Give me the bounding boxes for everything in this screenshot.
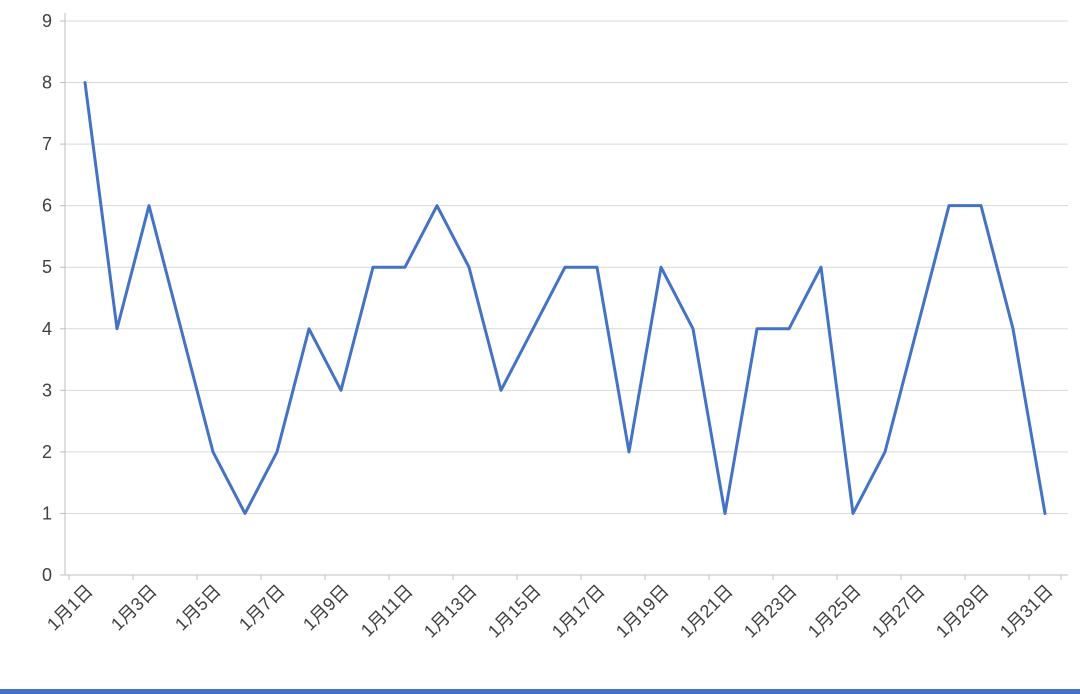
x-axis-label-group: 1月1日	[43, 581, 97, 635]
x-axis-label-group: 1月21日	[676, 581, 737, 642]
x-axis-label-17: 1月17日	[548, 581, 609, 642]
x-axis-label-29: 1月29日	[932, 581, 993, 642]
x-axis-label-group: 1月31日	[996, 581, 1057, 642]
x-axis-label-23: 1月23日	[740, 581, 801, 642]
x-axis-label-15: 1月15日	[484, 581, 545, 642]
x-axis-label-group: 1月15日	[484, 581, 545, 642]
x-axis-label-group: 1月29日	[932, 581, 993, 642]
x-axis-label-group: 1月11日	[357, 581, 417, 641]
x-axis-label-group: 1月25日	[804, 581, 865, 642]
x-axis-label-25: 1月25日	[804, 581, 865, 642]
y-axis-label-0: 0	[42, 565, 52, 585]
x-axis-label-7: 1月7日	[235, 581, 289, 635]
x-axis-label-5: 1月5日	[171, 581, 225, 635]
y-axis-label-8: 8	[42, 73, 52, 93]
x-axis-label-group: 1月17日	[548, 581, 609, 642]
x-axis-label-11: 1月11日	[357, 581, 417, 641]
bottom-accent-bar	[0, 689, 1080, 694]
x-axis-label-31: 1月31日	[996, 581, 1057, 642]
x-axis-label-1: 1月1日	[43, 581, 97, 635]
x-axis-label-27: 1月27日	[868, 581, 929, 642]
x-axis-label-13: 1月13日	[420, 581, 481, 642]
x-axis-label-group: 1月19日	[612, 581, 673, 642]
x-axis-label-group: 1月3日	[107, 581, 161, 635]
x-axis-label-group: 1月9日	[299, 581, 353, 635]
x-axis-label-group: 1月5日	[171, 581, 225, 635]
y-axis-label-4: 4	[42, 319, 52, 339]
x-axis-label-group: 1月7日	[235, 581, 289, 635]
y-axis-label-2: 2	[42, 442, 52, 462]
y-axis-label-1: 1	[42, 503, 52, 523]
series-line	[83, 81, 1047, 515]
y-axis-label-3: 3	[42, 380, 52, 400]
y-axis-label-9: 9	[42, 11, 52, 31]
x-axis-label-21: 1月21日	[676, 581, 737, 642]
x-axis-label-group: 1月27日	[868, 581, 929, 642]
x-axis-label-group: 1月23日	[740, 581, 801, 642]
x-axis-label-9: 1月9日	[299, 581, 353, 635]
y-axis-label-6: 6	[42, 196, 52, 216]
x-axis-label-19: 1月19日	[612, 581, 673, 642]
x-axis-label-3: 1月3日	[107, 581, 161, 635]
x-axis-label-group: 1月13日	[420, 581, 481, 642]
y-axis-label-5: 5	[42, 257, 52, 277]
y-axis-label-7: 7	[42, 134, 52, 154]
